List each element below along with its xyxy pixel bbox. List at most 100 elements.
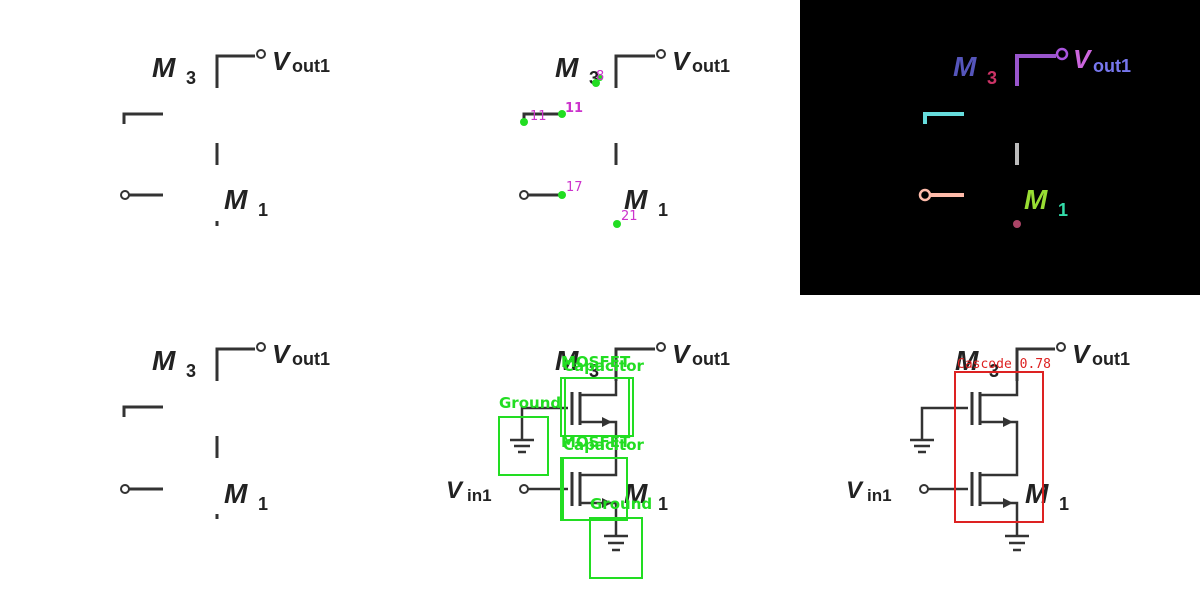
source-segment bbox=[1013, 220, 1021, 228]
panel-original-copy: M 3 V out1 M 1 bbox=[120, 339, 330, 519]
capacitor-label: Capacitor bbox=[563, 436, 644, 454]
vout-label: V bbox=[672, 46, 692, 76]
vout-subscript: out1 bbox=[692, 56, 730, 76]
m3-label: M bbox=[152, 52, 176, 83]
drain-wire bbox=[614, 347, 655, 381]
vout-subscript: out1 bbox=[692, 349, 730, 369]
m3-segment: M bbox=[953, 51, 977, 82]
vout-segment: V bbox=[1073, 44, 1093, 74]
gate-wire bbox=[920, 406, 968, 432]
m3-label: M bbox=[955, 345, 979, 376]
capacitor-label: Capacitor bbox=[563, 357, 644, 375]
ground-box bbox=[498, 416, 549, 476]
vout-label: V bbox=[1072, 339, 1092, 369]
keypoint bbox=[597, 75, 603, 81]
source-lead bbox=[980, 420, 1019, 458]
cascode-label: Cascode 0.78 bbox=[957, 357, 1051, 372]
vout-terminal bbox=[656, 342, 666, 352]
panel-segmentation: M 3 V out1 M 1 bbox=[800, 0, 1200, 295]
bias-wire bbox=[122, 112, 163, 124]
drain-lead bbox=[980, 458, 1019, 477]
vin-terminal bbox=[519, 484, 529, 494]
keypoint-index: 11 bbox=[530, 109, 547, 124]
vout-label: V bbox=[272, 339, 292, 369]
m1-sub-segment: 1 bbox=[1058, 200, 1068, 220]
keypoint-index: 21 bbox=[621, 209, 638, 224]
keypoint-index: 11 bbox=[565, 101, 583, 116]
cascode-box bbox=[954, 371, 1044, 523]
m3-subscript: 3 bbox=[589, 68, 599, 88]
keypoint bbox=[520, 118, 528, 126]
vout-label: V bbox=[672, 339, 692, 369]
m3-subscript: 3 bbox=[186, 68, 196, 88]
panel-detection: M 3 V out1 V in1 M 1 bbox=[446, 339, 730, 579]
panel-original: M 3 V out1 M 1 bbox=[120, 46, 330, 226]
vout-terminal bbox=[656, 49, 666, 59]
vin-label: V bbox=[846, 477, 864, 504]
keypoint bbox=[558, 110, 566, 118]
m3-subscript: 3 bbox=[589, 361, 599, 381]
m1-label: M bbox=[224, 184, 248, 215]
source-arrow bbox=[602, 498, 612, 508]
mosfet-label: MOSFET bbox=[561, 433, 631, 451]
vin-terminal bbox=[120, 484, 130, 494]
vin-subscript: in1 bbox=[867, 486, 892, 505]
m3-label: M bbox=[152, 345, 176, 376]
keypoint-index: 8 bbox=[596, 69, 604, 84]
m1-subscript: 1 bbox=[258, 200, 268, 220]
vout-sub-segment: out1 bbox=[1093, 56, 1131, 76]
gate-wire bbox=[520, 406, 568, 432]
source-arrow bbox=[1003, 417, 1013, 427]
drain-wire bbox=[215, 54, 255, 88]
segmentation-background bbox=[800, 0, 1200, 295]
m1-subscript: 1 bbox=[1059, 494, 1069, 514]
vout-subscript: out1 bbox=[292, 56, 330, 76]
vin-terminal bbox=[519, 190, 529, 200]
drain-lead bbox=[980, 381, 1019, 397]
drain-lead bbox=[580, 458, 618, 477]
ground-label: Ground bbox=[590, 495, 652, 513]
capacitor-box bbox=[562, 457, 628, 521]
m1-label: M bbox=[224, 478, 248, 509]
panel-cascode: M 3 V out1 V in1 M 1 Cascode 0.78 bbox=[846, 339, 1130, 552]
keypoint bbox=[558, 191, 566, 199]
m1-label: M bbox=[624, 184, 648, 215]
bias-segment bbox=[923, 112, 964, 124]
vin-terminal bbox=[120, 190, 130, 200]
drain-wire bbox=[614, 54, 655, 88]
m3-subscript: 3 bbox=[186, 361, 196, 381]
drain-lead bbox=[580, 381, 618, 397]
vin-terminal bbox=[919, 484, 929, 494]
m3-sub-segment: 3 bbox=[987, 68, 997, 88]
vout-terminal bbox=[256, 342, 266, 352]
source-lead bbox=[580, 420, 618, 458]
m3-label: M bbox=[555, 52, 579, 83]
keypoint bbox=[592, 79, 600, 87]
keypoint-index: 17 bbox=[566, 180, 583, 195]
keypoint bbox=[613, 220, 621, 228]
vout-subscript: out1 bbox=[292, 349, 330, 369]
capacitor-box bbox=[564, 377, 634, 437]
vout-terminal-segment bbox=[1055, 47, 1069, 61]
m1-segment: M bbox=[1024, 184, 1048, 215]
vout-label: V bbox=[272, 46, 292, 76]
drain-wire bbox=[215, 347, 255, 381]
drain-wire bbox=[1015, 347, 1055, 381]
ground-label: Ground bbox=[499, 394, 561, 412]
vout-terminal bbox=[256, 49, 266, 59]
vout-terminal bbox=[1056, 342, 1066, 352]
bias-wire bbox=[122, 405, 163, 417]
m3-label: M bbox=[555, 345, 579, 376]
source-lead bbox=[980, 501, 1019, 535]
panel-keypoints: M 3 V out1 M 1 8 11 11 17 21 bbox=[519, 46, 730, 228]
m1-subscript: 1 bbox=[258, 494, 268, 514]
m1-label: M bbox=[1025, 478, 1049, 509]
ground-box bbox=[589, 517, 643, 579]
m1-subscript: 1 bbox=[658, 494, 668, 514]
vin-label: V bbox=[446, 477, 464, 504]
source-arrow bbox=[602, 417, 612, 427]
vout-subscript: out1 bbox=[1092, 349, 1130, 369]
drain-segment bbox=[1015, 54, 1056, 86]
vin-subscript: in1 bbox=[467, 486, 492, 505]
